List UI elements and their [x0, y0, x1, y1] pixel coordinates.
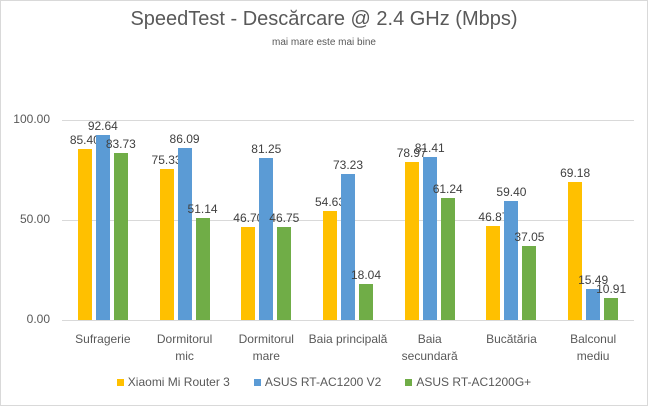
- bar: [568, 181, 583, 320]
- data-label: 18.04: [350, 267, 382, 282]
- bar: [586, 289, 601, 320]
- legend-swatch-icon: [116, 378, 124, 386]
- gridline: [62, 120, 634, 121]
- bar: [422, 157, 437, 320]
- x-category-label: Balconul mediu: [570, 332, 617, 363]
- legend-item: ASUS RT-AC1200G+: [405, 375, 531, 389]
- bar: [159, 169, 174, 320]
- y-tick-label: 50.00: [19, 212, 50, 226]
- legend-label: Xiaomi Mi Router 3: [127, 375, 230, 389]
- legend-label: ASUS RT-AC1200G+: [416, 375, 532, 389]
- bar: [95, 134, 110, 320]
- bar: [486, 226, 501, 320]
- data-label: 85.40: [69, 133, 100, 148]
- x-category-label: Sufragerie: [75, 332, 131, 346]
- x-category-label: Bucătăria: [486, 332, 537, 346]
- data-label: 86.09: [169, 131, 200, 146]
- y-tick-label: 0.00: [26, 312, 50, 326]
- data-label: 81.41: [414, 141, 445, 156]
- bar: [113, 152, 128, 320]
- bar: [177, 147, 192, 320]
- bar: [440, 197, 455, 320]
- data-label: 46.75: [269, 210, 300, 225]
- bar: [604, 298, 619, 320]
- bar: [77, 149, 92, 320]
- bar: [241, 226, 256, 320]
- data-label: 10.91: [596, 282, 627, 297]
- data-label: 81.25: [251, 141, 282, 156]
- data-label: 73.23: [332, 157, 364, 172]
- data-label: 69.18: [560, 165, 591, 180]
- x-category-label: Dormitorul mic: [156, 332, 213, 363]
- data-label: 46.87: [478, 210, 509, 225]
- bar: [504, 201, 519, 320]
- bar: [323, 210, 337, 320]
- bar: [341, 173, 355, 320]
- chart-legend: Xiaomi Mi Router 3 ASUS RT-AC1200 V2 ASUS …: [0, 375, 648, 389]
- bar: [277, 226, 292, 320]
- legend-swatch-icon: [253, 378, 261, 386]
- chart-title: SpeedTest - Descărcare @ 2.4 GHz (Mbps): [130, 8, 518, 30]
- bar: [195, 217, 210, 320]
- legend-swatch-icon: [405, 378, 413, 386]
- data-label: 83.73: [105, 136, 136, 151]
- data-label: 75.33: [151, 153, 182, 168]
- bar: [259, 157, 274, 320]
- data-label: 37.05: [514, 229, 545, 244]
- data-label: 92.64: [87, 118, 118, 133]
- x-category-label: Baia principală: [308, 332, 388, 346]
- legend-item: Xiaomi Mi Router 3: [116, 375, 230, 389]
- legend-item: ASUS RT-AC1200 V2: [253, 375, 382, 389]
- gridline: [62, 320, 634, 321]
- chart-subtitle: mai mare este mai bine: [272, 37, 376, 48]
- bar: [404, 162, 419, 320]
- data-label: 78.97: [396, 146, 427, 161]
- data-label: 54.63: [314, 194, 346, 209]
- x-category-label: Dormitorul mare: [238, 332, 294, 363]
- y-tick-label: 100.00: [13, 112, 50, 126]
- data-label: 15.49: [578, 273, 609, 288]
- data-label: 61.24: [432, 181, 463, 196]
- data-label: 51.14: [187, 201, 218, 216]
- legend-label: ASUS RT-AC1200 V2: [264, 375, 382, 389]
- data-label: 59.40: [496, 185, 527, 200]
- data-label: 46.70: [233, 210, 264, 225]
- bar: [359, 283, 373, 320]
- bar: [522, 245, 537, 320]
- x-category-label: Baia secundară: [401, 332, 458, 363]
